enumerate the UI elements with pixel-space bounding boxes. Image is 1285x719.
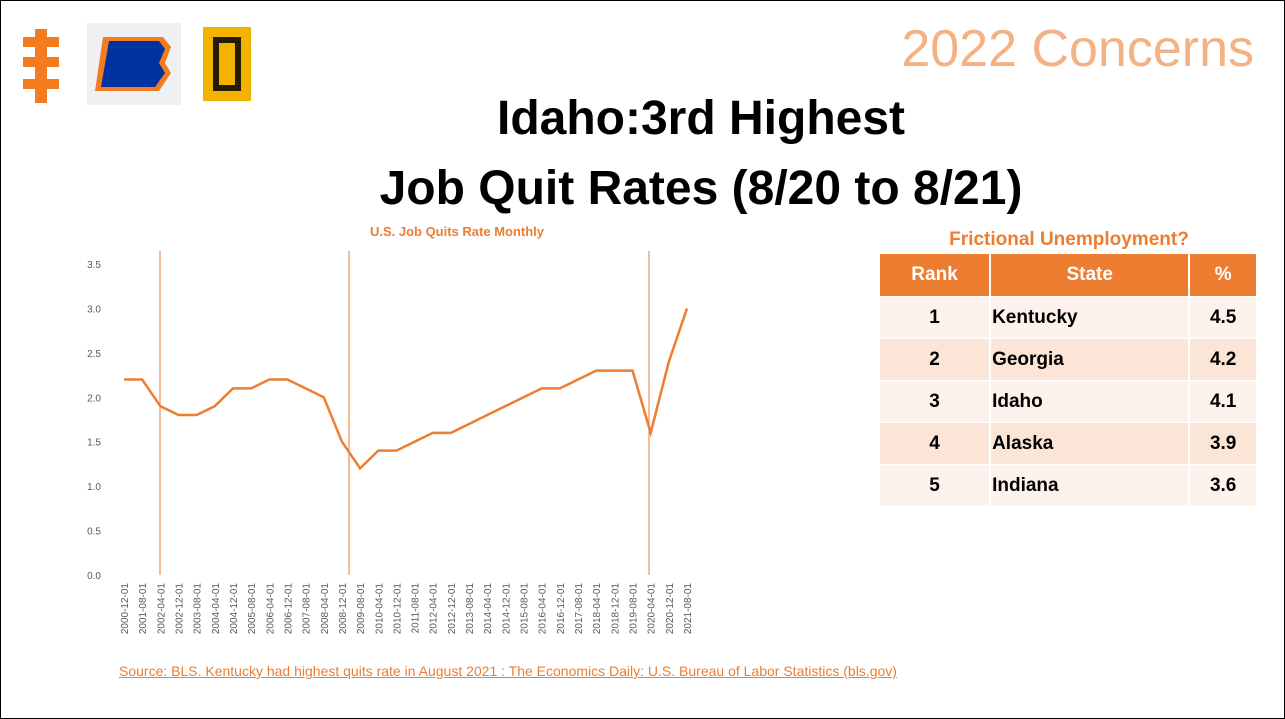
x-tick-label: 2004-04-01 [211, 583, 222, 635]
x-tick-label: 2013-08-01 [465, 583, 476, 635]
x-tick-label: 2010-12-01 [392, 583, 403, 635]
header-cell: State [990, 254, 1191, 297]
x-tick-label: 2012-04-01 [429, 583, 440, 635]
x-tick-label: 2002-04-01 [156, 583, 167, 635]
x-tick-label: 2011-08-01 [411, 583, 422, 634]
y-tick-label: 0.5 [87, 527, 101, 538]
x-tick-label: 2019-08-01 [629, 583, 640, 635]
cell: 2 [880, 338, 992, 381]
header-row: Rank State% [880, 254, 1258, 297]
y-tick-label: 3.5 [87, 260, 101, 271]
logos [23, 23, 251, 105]
chart-title: U.S. Job Quits Rate Monthly [370, 224, 545, 239]
cell: 3.6 [1189, 464, 1258, 506]
x-tick-label: 2003-08-01 [193, 583, 204, 635]
cell: 4 [880, 422, 992, 465]
cell: Indiana [990, 464, 1191, 506]
cell: Georgia [990, 338, 1191, 381]
y-tick-label: 2.0 [87, 393, 101, 404]
x-tick-label: 2006-04-01 [265, 583, 276, 635]
x-tick-label: 2016-04-01 [538, 583, 549, 635]
y-tick-label: 1.5 [87, 438, 101, 449]
slide-heading: 2022 Concerns [901, 20, 1254, 78]
chart: U.S. Job Quits Rate Monthly 0.0 0.5 1.0 1.5… [87, 224, 694, 635]
cell: 3 [880, 380, 992, 423]
line-series [124, 308, 689, 471]
header-cell: Rank [880, 254, 992, 297]
row: 2 Georgia 4.2 [880, 338, 1258, 381]
x-tick-label: 2007-08-01 [302, 583, 313, 635]
x-tick-label: 2017-08-01 [574, 583, 585, 635]
cell: 3.9 [1189, 422, 1258, 465]
x-tick-label: 2014-04-01 [483, 583, 494, 635]
x-tick-label: 2009-08-01 [356, 583, 367, 635]
x-tick-label: 2020-12-01 [665, 583, 676, 635]
title-line: Job Quit Rates (8/20 to 8/21) [379, 162, 1023, 215]
table-title: Frictional Unemployment? [949, 229, 1189, 250]
cell: 1 [880, 296, 992, 339]
x-tick-label: 2010-04-01 [374, 583, 385, 635]
cell: Idaho [990, 380, 1191, 423]
x-tick-label: 2002-12-01 [174, 583, 185, 635]
y-tick-label: 3.0 [87, 304, 101, 315]
row: 5 Indiana 3.6 [880, 464, 1258, 506]
cell: Kentucky [990, 296, 1191, 339]
table: Rank State% 1 Kentucky 4.5 2 Georgia 4.2 3 Idaho 4… [880, 254, 1258, 506]
cell: 4.2 [1189, 338, 1258, 381]
x-tick-label: 2001-08-01 [138, 583, 149, 635]
x-tick-label: 2021-08-01 [683, 583, 694, 635]
row: 4 Alaska 3.9 [880, 422, 1258, 465]
y-tick-label: 2.5 [87, 349, 101, 360]
x-tick-label: 2000-12-01 [120, 583, 131, 635]
x-tick-label: 2005-08-01 [247, 583, 258, 635]
source[interactable]: Source: BLS. Kentucky had highest quits … [119, 663, 897, 679]
y-tick-label: 0.0 [87, 571, 101, 582]
x-tick-label: 2012-12-01 [447, 583, 458, 635]
x-tick-label: 2008-12-01 [338, 583, 349, 635]
cell: 4.1 [1189, 380, 1258, 423]
x-tick-label: 2018-12-01 [610, 583, 621, 635]
cell: Alaska [990, 422, 1191, 465]
x-tick-label: 2006-12-01 [283, 583, 294, 635]
x-tick-label: 2004-12-01 [229, 583, 240, 635]
x-tick-label: 2020-04-01 [647, 583, 658, 635]
x-tick-label: 2018-04-01 [592, 583, 603, 635]
x-tick-label: 2008-04-01 [320, 583, 331, 635]
x-tick-label: 2016-12-01 [556, 583, 567, 635]
cell: 5 [880, 464, 992, 506]
header-cell: % [1189, 254, 1258, 297]
row: 3 Idaho 4.1 [880, 380, 1258, 423]
title-line: Idaho:3rd Highest [496, 92, 906, 145]
y-tick-label: 1.0 [87, 482, 101, 493]
x-tick-label: 2015-08-01 [520, 583, 531, 635]
row: 1 Kentucky 4.5 [880, 296, 1258, 339]
x-tick-label: 2014-12-01 [501, 583, 512, 635]
cell: 4.5 [1189, 296, 1258, 339]
